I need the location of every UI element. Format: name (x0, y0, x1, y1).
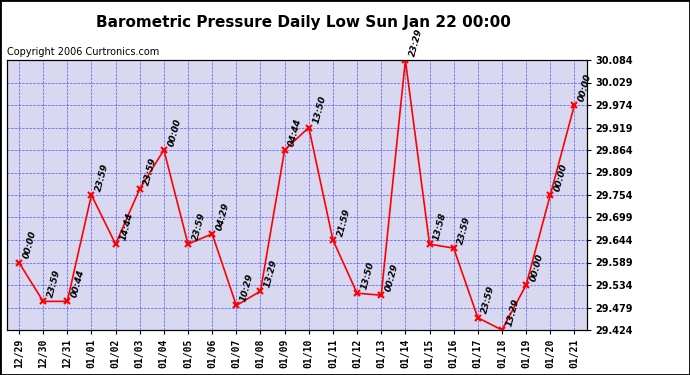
Text: 14:44: 14:44 (119, 211, 135, 242)
Text: 00:00: 00:00 (578, 72, 593, 102)
Text: 00:00: 00:00 (22, 230, 38, 260)
Text: 13:50: 13:50 (312, 95, 328, 125)
Text: 04:44: 04:44 (288, 117, 304, 147)
Text: 10:29: 10:29 (239, 273, 255, 303)
Text: Barometric Pressure Daily Low Sun Jan 22 00:00: Barometric Pressure Daily Low Sun Jan 22… (96, 15, 511, 30)
Text: 00:00: 00:00 (529, 252, 545, 282)
Text: 00:00: 00:00 (553, 162, 569, 192)
Text: 23:59: 23:59 (191, 211, 207, 242)
Text: Copyright 2006 Curtronics.com: Copyright 2006 Curtronics.com (7, 47, 159, 57)
Text: 23:59: 23:59 (481, 285, 497, 315)
Text: 00:29: 00:29 (384, 262, 400, 292)
Text: 13:29: 13:29 (264, 258, 279, 288)
Text: 13:50: 13:50 (360, 260, 376, 290)
Text: 13:29: 13:29 (505, 297, 521, 327)
Text: 23:59: 23:59 (46, 268, 62, 298)
Text: 21:59: 21:59 (336, 207, 352, 237)
Text: 23:59: 23:59 (95, 162, 110, 192)
Text: 00:00: 00:00 (167, 117, 183, 147)
Text: 23:59: 23:59 (457, 215, 473, 245)
Text: 13:58: 13:58 (433, 211, 448, 242)
Text: 23:29: 23:29 (408, 27, 424, 57)
Text: 23:59: 23:59 (143, 156, 159, 186)
Text: 00:44: 00:44 (70, 268, 86, 298)
Text: 04:29: 04:29 (215, 201, 231, 231)
